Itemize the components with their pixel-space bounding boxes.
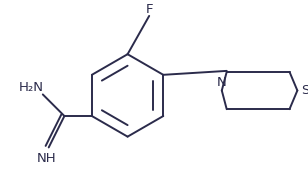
Text: F: F [145, 3, 153, 15]
Text: NH: NH [37, 152, 57, 165]
Text: H₂N: H₂N [18, 81, 43, 94]
Text: S: S [301, 84, 308, 97]
Text: N: N [217, 76, 227, 89]
